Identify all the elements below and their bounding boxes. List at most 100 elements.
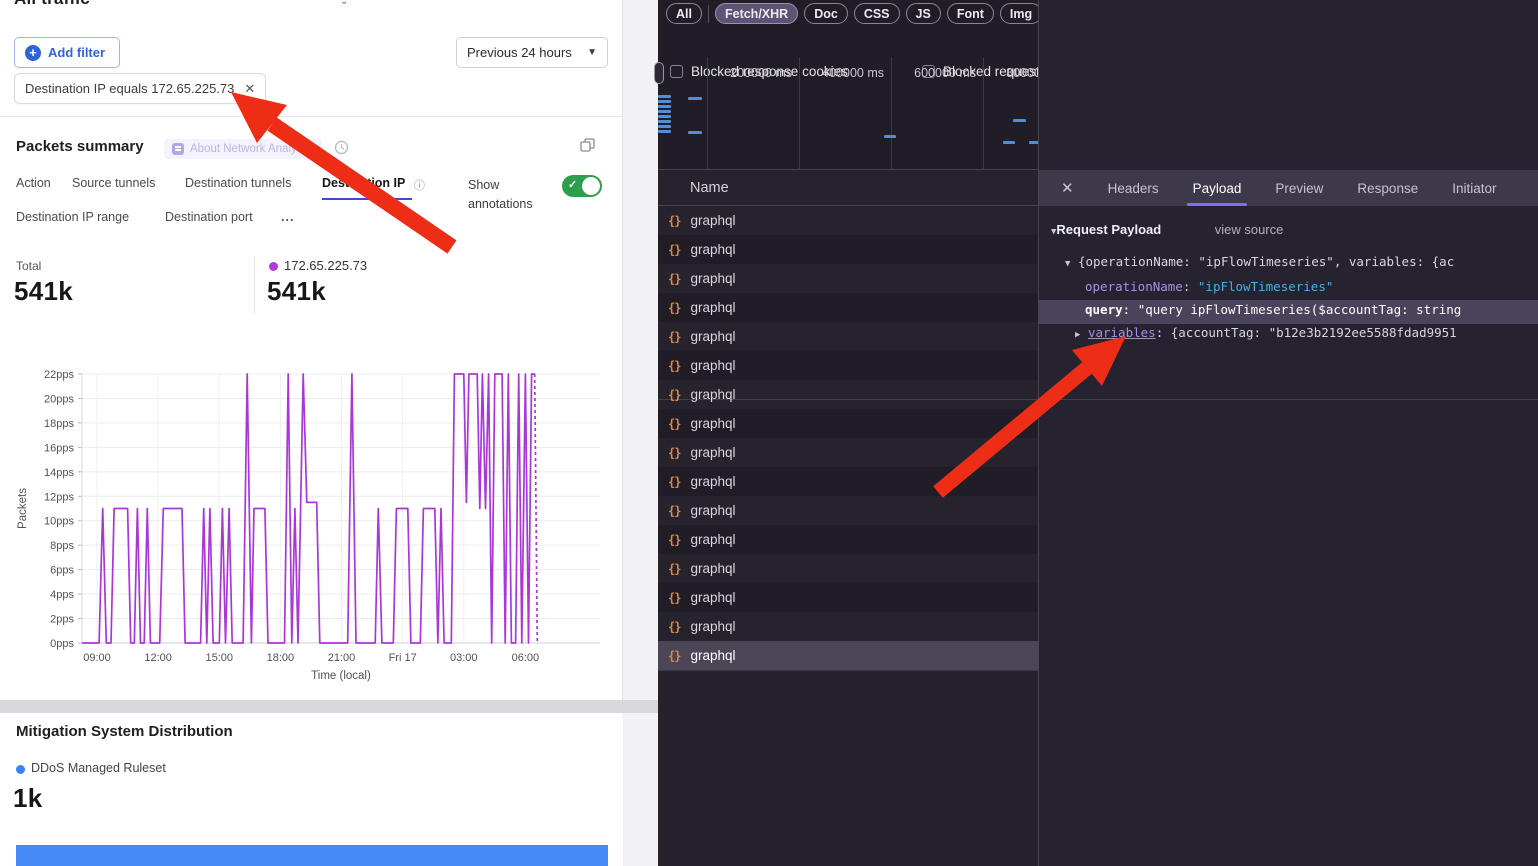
svg-text:18pps: 18pps	[44, 418, 74, 430]
timeline-divider	[707, 57, 708, 170]
triangle-down-icon[interactable]: ▼	[1065, 259, 1071, 269]
request-details-panel: ✕ Headers Payload Preview Response Initiator…	[1038, 0, 1538, 866]
legend-dot	[16, 765, 25, 774]
mitigation-legend-label: DDoS Managed Ruleset	[31, 761, 166, 775]
checkbox-blocked-response-cookies[interactable]: Blocked response cookies	[670, 64, 848, 79]
request-row[interactable]: {} graphql	[658, 641, 1038, 670]
mitigation-bar[interactable]	[16, 845, 608, 866]
json-icon: {}	[668, 503, 681, 518]
request-row[interactable]: {} graphql	[658, 264, 1038, 293]
tab-headers[interactable]: Headers	[1107, 180, 1159, 196]
chevron-down-icon: ⌄	[340, 0, 349, 7]
tab-initiator[interactable]: Initiator	[1452, 180, 1497, 196]
filter-chip-fetch-xhr[interactable]: Fetch/XHR	[714, 3, 799, 24]
add-filter-button[interactable]: + Add filter	[14, 37, 121, 68]
request-name: graphql	[690, 445, 736, 460]
tab-source-tunnels[interactable]: Source tunnels	[72, 176, 156, 190]
payload-preview-line[interactable]: ▼ {operationName: "ipFlowTimeseries", va…	[1065, 254, 1455, 269]
stat-ip-value: 541k	[267, 276, 327, 306]
json-icon: {}	[668, 358, 681, 373]
filter-chip-img[interactable]: Img	[999, 3, 1043, 24]
request-list: {} graphql {} graphql {} graphql {} graphql {} gr…	[658, 206, 1038, 670]
request-row[interactable]: {} graphql	[658, 409, 1038, 438]
svg-text:6pps: 6pps	[50, 565, 74, 577]
request-name: graphql	[690, 648, 736, 663]
request-name: graphql	[690, 416, 736, 431]
timeline-request-mark	[1029, 141, 1041, 144]
request-row[interactable]: {} graphql	[658, 583, 1038, 612]
request-name: graphql	[690, 503, 736, 518]
request-row[interactable]: {} graphql	[658, 380, 1038, 409]
checkbox-box[interactable]	[922, 65, 935, 78]
payload-query-line[interactable]: query: "query ipFlowTimeseries($accountT…	[1085, 302, 1462, 317]
filter-chip-doc[interactable]: Doc	[804, 3, 848, 24]
request-row[interactable]: {} graphql	[658, 438, 1038, 467]
svg-text:16pps: 16pps	[44, 442, 74, 454]
filter-chip[interactable]: Destination IP equals 172.65.225.73 ✕	[14, 73, 267, 104]
show-annotations-toggle[interactable]: ✓	[562, 175, 602, 197]
json-icon: {}	[668, 532, 681, 547]
checkbox-box[interactable]	[670, 65, 683, 78]
request-row[interactable]: {} graphql	[658, 467, 1038, 496]
request-row[interactable]: {} graphql	[658, 351, 1038, 380]
request-row[interactable]: {} graphql	[658, 235, 1038, 264]
svg-text:15:00: 15:00	[206, 652, 234, 664]
request-row[interactable]: {} graphql	[658, 496, 1038, 525]
tab-destination-tunnels[interactable]: Destination tunnels	[185, 176, 292, 190]
tab-destination-ip-range[interactable]: Destination IP range	[16, 210, 130, 224]
tab-destination-ip[interactable]: Destination IP	[322, 176, 406, 190]
svg-text:20pps: 20pps	[44, 393, 74, 405]
request-row[interactable]: {} graphql	[658, 293, 1038, 322]
timeline-request-mark	[658, 125, 671, 128]
close-icon[interactable]: ✕	[1061, 180, 1074, 197]
view-source-link[interactable]: view source	[1214, 222, 1284, 237]
tab-action[interactable]: Action	[16, 176, 51, 190]
expand-card-icon[interactable]	[580, 138, 595, 153]
svg-text:12pps: 12pps	[44, 491, 74, 503]
tab-response[interactable]: Response	[1357, 180, 1419, 196]
timeline-request-mark	[688, 97, 702, 100]
section-gap	[0, 700, 658, 713]
filter-chip-font[interactable]: Font	[946, 3, 994, 24]
remove-filter-icon[interactable]: ✕	[244, 80, 256, 96]
devtools-network-panel: AllFetch/XHRDocCSSJSFontImgMediaManifest…	[654, 0, 1538, 866]
json-icon: {}	[668, 242, 681, 257]
request-row[interactable]: {} graphql	[658, 322, 1038, 351]
checkbox-label: Blocked response cookies	[691, 64, 848, 79]
request-row[interactable]: {} graphql	[658, 612, 1038, 641]
time-range-select[interactable]: Previous 24 hours ▼	[456, 37, 608, 68]
tab--[interactable]: ...	[281, 210, 295, 224]
filter-chip-css[interactable]: CSS	[853, 3, 900, 24]
checkbox-blocked-requests[interactable]: Blocked requests	[922, 64, 1047, 79]
divider	[254, 256, 255, 314]
request-payload-header[interactable]: ▼Request Payload view source	[1051, 222, 1284, 237]
divider	[707, 4, 709, 23]
filter-chip-js[interactable]: JS	[905, 3, 941, 24]
request-name: graphql	[690, 619, 736, 634]
request-row[interactable]: {} graphql	[658, 554, 1038, 583]
triangle-right-icon[interactable]: ▶	[1075, 330, 1081, 340]
svg-text:0pps: 0pps	[50, 638, 74, 650]
payload-variables-line[interactable]: ▶ variables: {accountTag: "b12e3b2192ee5…	[1075, 325, 1457, 340]
about-network-analytics-badge[interactable]: About Network Analytics	[164, 139, 323, 159]
series-dot	[269, 262, 278, 271]
mitigation-value: 1k	[13, 783, 43, 813]
plus-icon: +	[25, 44, 41, 61]
details-tabs: Headers Payload Preview Response Initiator	[1108, 170, 1497, 206]
timeline-handle[interactable]	[654, 62, 664, 84]
artifact-line	[658, 399, 1538, 400]
request-row[interactable]: {} graphql	[658, 525, 1038, 554]
packets-timeseries-chart[interactable]: 0pps 2pps 4pps 6pps 8pps 10pps 12pps 14pps 16pps…	[12, 360, 612, 686]
stat-ip-label: 172.65.225.73	[284, 258, 368, 273]
timeline-request-mark	[1013, 119, 1026, 122]
tab-preview[interactable]: Preview	[1275, 180, 1324, 196]
tab-destination-port[interactable]: Destination port	[165, 210, 253, 224]
json-icon: {}	[668, 474, 681, 489]
mitigation-title: Mitigation System Distribution	[16, 723, 233, 740]
request-row[interactable]: {} graphql	[658, 206, 1038, 235]
column-header-name[interactable]: Name	[658, 170, 1038, 206]
tab-payload[interactable]: Payload	[1186, 170, 1248, 206]
filter-chip-all[interactable]: All	[666, 3, 702, 24]
json-icon: {}	[668, 619, 681, 634]
timeline-divider	[983, 57, 984, 170]
